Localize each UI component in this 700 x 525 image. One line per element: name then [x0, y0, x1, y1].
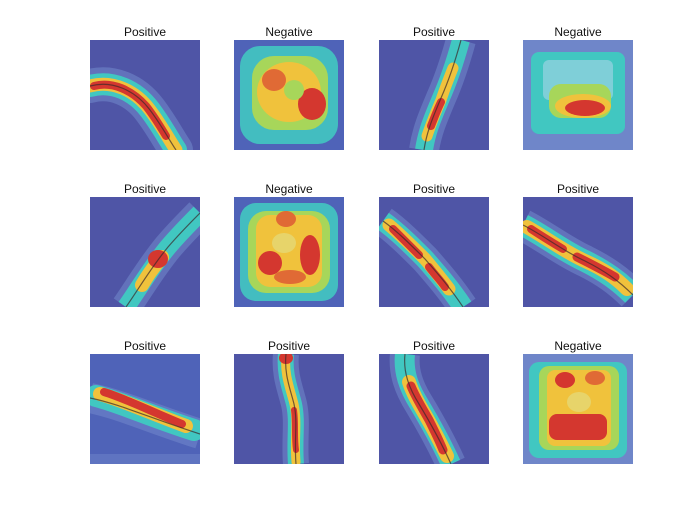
panel-title: Negative	[265, 25, 313, 39]
panel-title: Positive	[267, 339, 311, 353]
panel-title: Negative	[554, 25, 602, 39]
panel-title: Positive	[123, 25, 167, 39]
panel-title: Positive	[123, 339, 167, 353]
heatmap-image	[90, 354, 200, 464]
heatmap-image	[234, 354, 344, 464]
heatmap-image	[379, 354, 489, 464]
panel-title: Positive	[123, 182, 167, 196]
heatmap-image	[90, 197, 200, 307]
heatmap-image	[379, 197, 489, 307]
heatmap-image	[379, 40, 489, 150]
heatmap-image	[523, 40, 633, 150]
panel-title: Negative	[265, 182, 313, 196]
panel-title: Positive	[412, 339, 456, 353]
heatmap-image	[234, 197, 344, 307]
panel-title: Positive	[412, 182, 456, 196]
panel-title: Positive	[556, 182, 600, 196]
heatmap-image	[234, 40, 344, 150]
panel-title: Positive	[412, 25, 456, 39]
heatmap-image	[90, 40, 200, 150]
heatmap-image	[523, 197, 633, 307]
panel-title: Negative	[554, 339, 602, 353]
heatmap-image	[523, 354, 633, 464]
